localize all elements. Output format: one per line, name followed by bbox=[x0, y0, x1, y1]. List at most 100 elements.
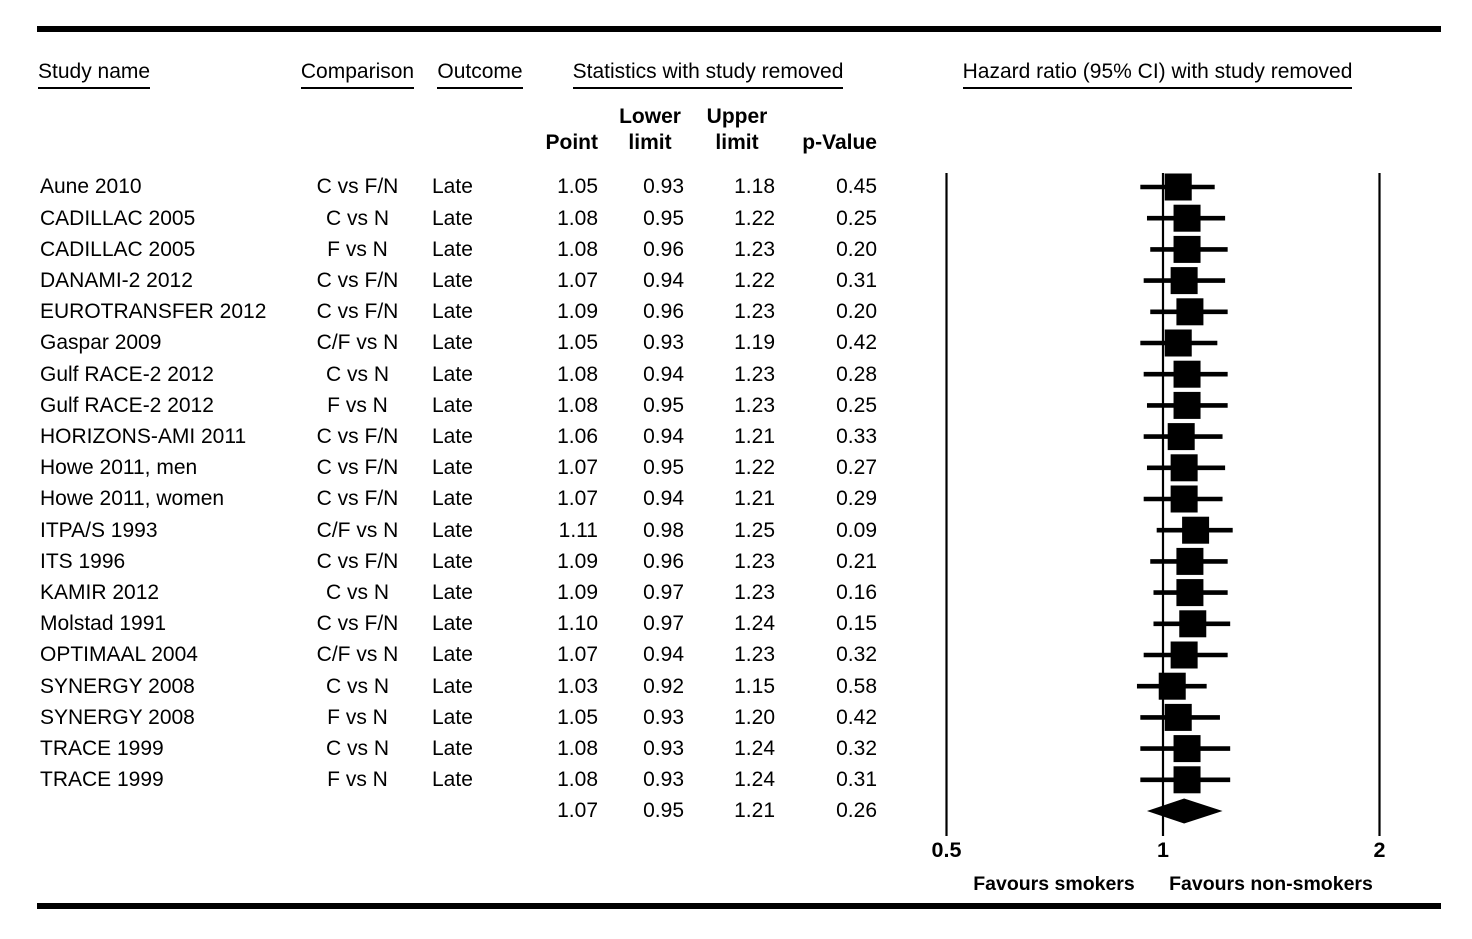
p-value-cell: 0.45 bbox=[836, 175, 877, 199]
comparison-cell: F vs N bbox=[327, 237, 388, 261]
lower-limit-cell: 0.97 bbox=[643, 612, 684, 636]
table-row: Gaspar 2009 C/F vs N Late 1.05 0.93 1.19 0.42 bbox=[0, 327, 920, 358]
upper-limit-cell: 1.23 bbox=[734, 300, 775, 324]
outcome-cell: Late bbox=[432, 456, 473, 480]
lower-limit-cell: 0.95 bbox=[643, 393, 684, 417]
p-value-cell: 0.20 bbox=[836, 237, 877, 261]
comparison-cell: C/F vs N bbox=[316, 643, 399, 667]
table-row: CADILLAC 2005 F vs N Late 1.08 0.96 1.23 0.20 bbox=[0, 234, 920, 265]
p-value-cell: 0.31 bbox=[836, 269, 877, 292]
point-square bbox=[1176, 547, 1204, 575]
favours-smokers-label: Favours smokers bbox=[973, 873, 1135, 895]
axis-tick-label-1: 1 bbox=[1157, 838, 1169, 862]
point-square bbox=[1167, 423, 1195, 451]
column-header-outcome: Outcome bbox=[420, 60, 540, 89]
column-header-statistics-group: Statistics with study removed bbox=[500, 60, 916, 89]
upper-limit-cell: 1.15 bbox=[734, 674, 775, 698]
study-name-cell: EUROTRANSFER 2012 bbox=[40, 300, 267, 324]
study-name-cell: Gulf RACE-2 2012 bbox=[40, 362, 214, 386]
study-name-cell: KAMIR 2012 bbox=[40, 581, 160, 604]
study-name-cell: SYNERGY 2008 bbox=[40, 705, 195, 729]
p-value-cell: 0.16 bbox=[836, 581, 877, 604]
study-name-cell: Howe 2011, women bbox=[40, 487, 225, 511]
lower-limit-cell: 0.94 bbox=[643, 425, 684, 448]
point-estimate-cell: 1.08 bbox=[557, 237, 598, 261]
lower-limit-cell: 0.97 bbox=[643, 581, 684, 604]
point-estimate-cell: 1.05 bbox=[557, 705, 598, 729]
table-row: TRACE 1999 C vs N Late 1.08 0.93 1.24 0.32 bbox=[0, 733, 920, 764]
subheader-lower-limit-line1: Lower bbox=[619, 105, 681, 128]
study-name-cell: SYNERGY 2008 bbox=[40, 674, 195, 698]
p-value-cell: 0.09 bbox=[836, 518, 877, 542]
point-estimate-cell: 1.05 bbox=[557, 331, 598, 355]
outcome-cell: Late bbox=[432, 362, 473, 386]
point-estimate-cell: 1.08 bbox=[557, 737, 598, 760]
column-header-comparison-label: Comparison bbox=[300, 60, 415, 89]
favours-non-smokers-label: Favours non-smokers bbox=[1169, 873, 1373, 895]
axis-tick-label-0.5: 0.5 bbox=[932, 838, 962, 862]
point-square bbox=[1176, 579, 1204, 607]
upper-limit-cell: 1.20 bbox=[734, 705, 775, 729]
p-value-cell: 0.25 bbox=[836, 206, 877, 230]
study-name-cell: TRACE 1999 bbox=[40, 737, 164, 760]
lower-limit-cell: 0.93 bbox=[643, 705, 684, 729]
table-row: SYNERGY 2008 C vs N Late 1.03 0.92 1.15 0.58 bbox=[0, 671, 920, 702]
point-estimate-cell: 1.08 bbox=[557, 393, 598, 417]
study-name-cell: CADILLAC 2005 bbox=[40, 237, 196, 261]
comparison-cell: F vs N bbox=[327, 705, 388, 729]
table-row: KAMIR 2012 C vs N Late 1.09 0.97 1.23 0.16 bbox=[0, 577, 920, 608]
table-row: OPTIMAAL 2004 C/F vs N Late 1.07 0.94 1.23 0.3… bbox=[0, 639, 920, 670]
outcome-cell: Late bbox=[432, 643, 473, 667]
comparison-cell: C vs F/N bbox=[316, 425, 399, 448]
p-value-cell: 0.27 bbox=[836, 456, 877, 480]
table-row: Howe 2011, women C vs F/N Late 1.07 0.94 1.21… bbox=[0, 483, 920, 514]
table-row: CADILLAC 2005 C vs N Late 1.08 0.95 1.22 0.25 bbox=[0, 203, 920, 234]
point-estimate-cell: 1.07 bbox=[557, 269, 598, 292]
point-estimate-cell: 1.09 bbox=[557, 300, 598, 324]
comparison-cell: C vs F/N bbox=[316, 300, 399, 324]
lower-limit-cell: 0.95 bbox=[643, 456, 684, 480]
column-header-hazard-ratio-group: Hazard ratio (95% CI) with study removed bbox=[920, 60, 1395, 89]
point-estimate-cell: 1.06 bbox=[557, 425, 598, 448]
upper-limit-cell: 1.19 bbox=[734, 331, 775, 355]
point-square bbox=[1164, 173, 1192, 201]
lower-limit-cell: 0.94 bbox=[643, 487, 684, 511]
point-square bbox=[1173, 360, 1201, 388]
upper-limit-cell: 1.23 bbox=[734, 581, 775, 604]
lower-limit-cell: 0.93 bbox=[643, 768, 684, 792]
subheader-lower-limit-line2: limit bbox=[628, 131, 672, 154]
point-square bbox=[1176, 298, 1204, 326]
point-square bbox=[1164, 703, 1192, 731]
point-estimate-cell: 1.08 bbox=[557, 768, 598, 792]
subheader-upper-limit-line2: limit bbox=[715, 131, 759, 154]
upper-limit-cell: 1.21 bbox=[734, 487, 775, 511]
lower-limit-cell: 0.96 bbox=[643, 549, 684, 573]
subheader-p-value: p-Value bbox=[802, 131, 877, 154]
comparison-cell: C vs N bbox=[326, 581, 389, 604]
p-value-cell: 0.58 bbox=[836, 674, 877, 698]
point-square bbox=[1170, 641, 1198, 669]
p-value-cell: 0.25 bbox=[836, 393, 877, 417]
comparison-cell: C vs F/N bbox=[316, 549, 399, 573]
point-estimate-cell: 1.03 bbox=[557, 674, 598, 698]
upper-limit-cell: 1.23 bbox=[734, 643, 775, 667]
comparison-cell: C/F vs N bbox=[316, 518, 399, 542]
outcome-cell: Late bbox=[432, 175, 473, 199]
point-square bbox=[1173, 735, 1201, 763]
table-row: ITS 1996 C vs F/N Late 1.09 0.96 1.23 0.21 bbox=[0, 546, 920, 577]
summary-row: 1.07 0.95 1.21 0.26 bbox=[0, 795, 920, 826]
p-value-cell: 0.42 bbox=[836, 331, 877, 355]
comparison-cell: C vs N bbox=[326, 362, 389, 386]
outcome-cell: Late bbox=[432, 425, 473, 448]
upper-limit-cell: 1.18 bbox=[734, 175, 775, 199]
study-name-cell: DANAMI-2 2012 bbox=[40, 269, 193, 292]
p-value-cell: 0.33 bbox=[836, 425, 877, 448]
lower-limit-cell: 0.94 bbox=[643, 362, 684, 386]
lower-limit-cell: 0.94 bbox=[643, 643, 684, 667]
table-row: DANAMI-2 2012 C vs F/N Late 1.07 0.94 1.22 0.3… bbox=[0, 265, 920, 296]
outcome-cell: Late bbox=[432, 269, 473, 292]
comparison-cell: F vs N bbox=[327, 393, 388, 417]
lower-limit-cell: 0.94 bbox=[643, 269, 684, 292]
